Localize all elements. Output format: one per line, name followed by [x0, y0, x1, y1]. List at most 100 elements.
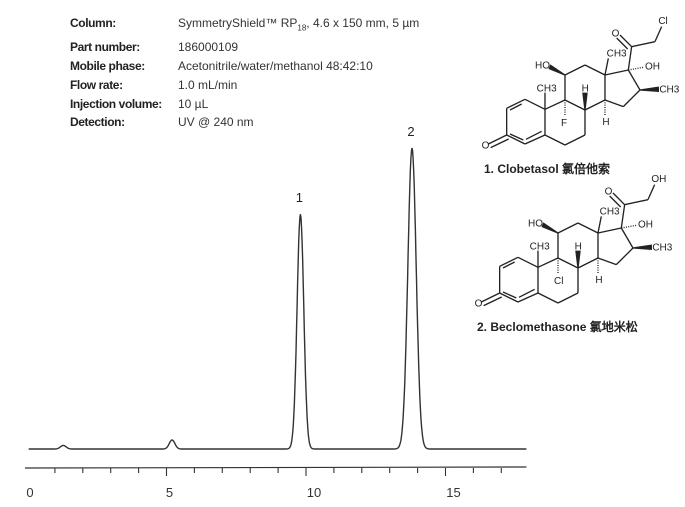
double-bond: [502, 261, 515, 269]
bond: [517, 256, 539, 268]
bond-methyl: [604, 58, 609, 76]
bond: [577, 257, 599, 269]
condition-column: Column: SymmetryShield™ RP18, 4.6 x 150 m…: [70, 14, 419, 38]
bond: [506, 134, 526, 145]
condition-value: Acetonitrile/water/methanol 48:42:10: [178, 58, 373, 73]
label-ho: HO: [535, 60, 550, 71]
x-tick-label: 15: [446, 485, 460, 500]
bond: [537, 292, 559, 304]
bond-carbonyl: [483, 296, 502, 307]
label-halogen: Cl: [554, 276, 563, 287]
bond: [654, 26, 663, 42]
bond: [537, 257, 559, 268]
x-tick-label: 10: [307, 485, 321, 500]
peak-label: 2: [407, 124, 414, 139]
label-o: O: [475, 298, 483, 309]
double-bond: [509, 133, 524, 141]
compound-caption: 2. Beclomethasone 氯地米松: [477, 319, 638, 334]
condition-label: Injection volume:: [70, 96, 162, 111]
bond: [620, 204, 626, 229]
bond: [564, 134, 586, 146]
bond: [597, 257, 617, 266]
bond: [584, 64, 606, 76]
label-oh: OH: [638, 219, 653, 230]
condition-value: UV @ 240 nm: [178, 115, 254, 130]
condition-label: Part number:: [70, 40, 140, 55]
bond: [577, 222, 599, 234]
label-o: O: [612, 29, 620, 40]
x-tick-label: 0: [26, 485, 33, 500]
bond: [647, 184, 656, 200]
bond: [499, 256, 519, 267]
wedge-bond: [541, 222, 559, 234]
bond: [604, 69, 629, 76]
label-ch3: CH3: [659, 85, 679, 96]
label-ch3: CH3: [652, 243, 672, 254]
bond: [557, 222, 579, 234]
method-conditions: Column: SymmetryShield™ RP18, 4.6 x 150 m…: [70, 14, 419, 132]
label-h: H: [582, 84, 589, 95]
bond: [499, 292, 519, 303]
wedge-bond: [639, 86, 659, 93]
bond: [557, 292, 579, 304]
bond: [524, 98, 546, 110]
condition-label: Detection:: [70, 115, 125, 130]
bond-ketone: [616, 37, 629, 50]
double-bond: [525, 130, 542, 140]
bond-carbonyl: [481, 292, 500, 303]
x-tick-label: 5: [166, 485, 173, 500]
label-side-chain: OH: [651, 174, 666, 185]
bond: [584, 99, 606, 111]
bond: [557, 257, 579, 269]
label-o: O: [482, 140, 490, 151]
hash-bond: [628, 66, 644, 71]
bond: [615, 247, 634, 266]
wedge-bond: [548, 64, 566, 76]
peak-label: 1: [296, 190, 303, 205]
bond-carbonyl: [488, 134, 507, 145]
bond-ketone: [609, 195, 622, 208]
wedge-bond: [582, 92, 588, 111]
condition-flow-rate: Flow rate: 1.0 mL/min: [70, 76, 419, 95]
label-ch3: CH3: [530, 242, 550, 253]
condition-value: 10 µL: [178, 96, 209, 111]
signal-trace: [28, 147, 527, 450]
condition-part-number: Part number: 186000109: [70, 38, 419, 57]
bond: [506, 98, 526, 109]
label-ch3: CH3: [600, 207, 620, 218]
bond: [631, 41, 656, 48]
condition-detection: Detection: UV @ 240 nm: [70, 113, 419, 132]
bond-methyl: [597, 216, 602, 234]
label-side-chain: Cl: [658, 16, 667, 27]
condition-value: SymmetryShield™ RP18, 4.6 x 150 mm, 5 µm: [178, 14, 419, 38]
column-name: SymmetryShield™ RP: [178, 16, 298, 30]
bond: [620, 227, 634, 249]
bond: [604, 99, 624, 108]
condition-label: Mobile phase:: [70, 58, 145, 73]
condition-value: 186000109: [178, 40, 239, 55]
bond: [517, 292, 539, 303]
condition-injection-volume: Injection volume: 10 µL: [70, 95, 419, 114]
double-bond: [502, 291, 517, 299]
condition-label: Flow rate:: [70, 77, 123, 92]
condition-label: Column:: [70, 16, 116, 30]
double-bond: [509, 103, 522, 111]
bond: [627, 46, 633, 71]
label-ch3: CH3: [607, 49, 627, 60]
x-axis-line: [24, 466, 527, 469]
double-bond: [518, 288, 535, 298]
label-h: H: [595, 275, 602, 286]
bond-carbonyl: [490, 138, 509, 149]
bond-ketone: [619, 34, 633, 48]
label-halogen: F: [561, 118, 567, 129]
bond-ketone: [612, 192, 626, 206]
condition-mobile-phase: Mobile phase: Acetonitrile/water/methanol…: [70, 57, 419, 76]
label-oh: OH: [645, 61, 660, 72]
label-o: O: [605, 187, 613, 198]
condition-value: 1.0 mL/min: [178, 77, 238, 92]
label-ch3: CH3: [537, 84, 557, 95]
bond: [544, 99, 566, 110]
bond: [544, 134, 566, 146]
